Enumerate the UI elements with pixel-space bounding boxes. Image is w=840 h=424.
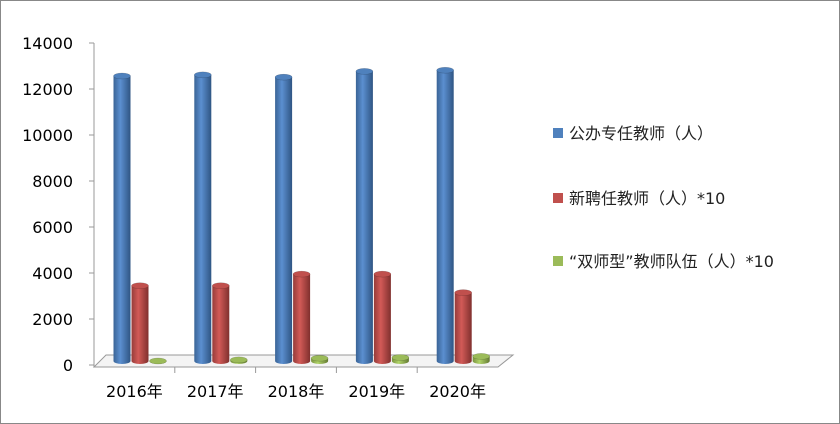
bar-1-2 <box>292 270 311 364</box>
bar-1-3 <box>373 270 392 364</box>
legend-label: “双师型”教师队伍（人）*10 <box>569 252 774 271</box>
legend-label: 新聘任教师（人）*10 <box>569 189 726 208</box>
legend-item-2: “双师型”教师队伍（人）*10 <box>553 249 823 275</box>
x-tick-label: 2020年 <box>429 382 486 401</box>
y-tick-label: 4000 <box>32 264 73 283</box>
y-tick-label: 2000 <box>32 310 73 329</box>
bar-0-2 <box>274 73 293 364</box>
legend-label: 公办专任教师（人） <box>569 124 714 143</box>
y-tick-label: 6000 <box>32 218 73 237</box>
y-tick-label: 8000 <box>32 172 73 191</box>
bar-2-4 <box>472 353 490 364</box>
legend-swatch <box>553 128 563 138</box>
bar-0-3 <box>355 68 374 365</box>
x-tick-label: 2019年 <box>348 382 405 401</box>
y-tick-label: 10000 <box>22 126 73 145</box>
x-tick-label: 2017年 <box>187 382 244 401</box>
bar-2-2 <box>310 354 329 364</box>
bar-2-3 <box>391 354 410 364</box>
legend-swatch <box>553 193 563 203</box>
y-tick-label: 14000 <box>22 34 73 53</box>
bar-1-4 <box>454 289 472 364</box>
bar-2-1 <box>230 356 248 364</box>
legend-item-0: 公办专任教师（人） <box>553 121 713 147</box>
bar-1-1 <box>212 282 230 364</box>
bar-1-0 <box>131 282 149 364</box>
x-tick-label: 2018年 <box>268 382 325 401</box>
bar-0-4 <box>436 66 454 365</box>
x-tick-label: 2016年 <box>106 382 163 401</box>
legend-swatch <box>553 256 563 266</box>
bar-0-0 <box>113 72 131 364</box>
y-tick-label: 12000 <box>22 80 73 99</box>
y-tick-label: 0 <box>63 356 73 375</box>
bar-2-0 <box>149 357 167 365</box>
bar-0-1 <box>194 71 212 364</box>
legend-item-1: 新聘任教师（人）*10 <box>553 186 725 212</box>
